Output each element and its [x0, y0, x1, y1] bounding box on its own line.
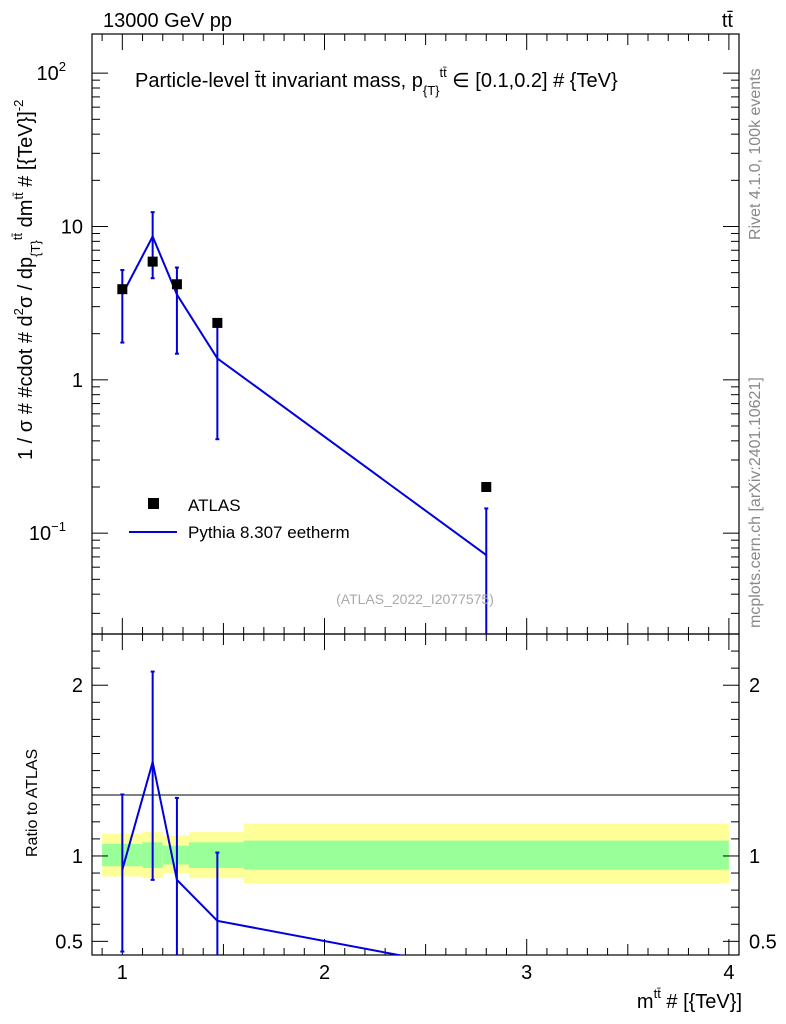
- x-axis-label: mtt̄ # [{TeV}]: [637, 986, 742, 1013]
- x-tick-label: 3: [521, 962, 532, 984]
- ratio-y-axis-label: Ratio to ATLAS: [24, 749, 41, 857]
- main-y-axis-label: 1 / σ # #cdot # d2σ / dp{T}tt̄ dmtt̄ # […: [10, 100, 43, 460]
- main-y-tick-label: 1: [72, 370, 83, 392]
- ratio-band-inner: [162, 845, 190, 865]
- axis-tick-labels: 10−1 1 10 102 1 2 3 4 0.5 0.5 1 1 2 2: [29, 59, 777, 984]
- plot-title: Particle-level t̄t invariant mass, p{T}t…: [135, 65, 618, 98]
- ratio-uncertainty-bands: [102, 823, 729, 884]
- ratio-y-tick-label: 2: [72, 675, 83, 697]
- ratio-y-tick-label: 0.5: [55, 931, 83, 953]
- ratio-y-tick-label-right: 2: [749, 675, 760, 697]
- rivet-label: Rivet 4.1.0, 100k events: [747, 68, 764, 240]
- source-label: mcplots.cern.ch [arXiv:2401.10621]: [747, 377, 764, 628]
- main-y-tick-label: 10: [61, 216, 83, 238]
- analysis-watermark: (ATLAS_2022_I2077575): [336, 591, 494, 607]
- main-y-tick-label: 102: [37, 59, 66, 85]
- atlas-data-point: [117, 284, 128, 295]
- atlas-data-point: [171, 279, 182, 290]
- x-tick-label: 1: [117, 962, 128, 984]
- energy-label: 13000 GeV pp: [103, 10, 232, 32]
- ratio-marks: [120, 670, 404, 955]
- ratio-band-inner: [243, 840, 729, 870]
- ratio-y-tick-label-right: 1: [749, 846, 760, 868]
- legend-pythia-label: Pythia 8.307 eetherm: [188, 523, 350, 542]
- process-label: tt̄: [722, 10, 734, 32]
- atlas-data-point: [481, 482, 492, 493]
- ratio-y-tick-label-right: 0.5: [749, 931, 777, 953]
- x-tick-label: 2: [319, 962, 330, 984]
- axis-ticks: [92, 34, 739, 955]
- main-panel-frame: [91, 33, 740, 635]
- main-marks: [117, 211, 492, 634]
- ratio-y-tick-label: 1: [72, 846, 83, 868]
- ratio-band-inner: [189, 842, 244, 868]
- atlas-data-point: [147, 256, 158, 267]
- main-y-tick-label: 10−1: [29, 519, 66, 545]
- legend-atlas-label: ATLAS: [188, 496, 241, 515]
- atlas-data-point: [212, 317, 223, 328]
- legend-atlas-marker: [148, 498, 159, 509]
- x-tick-label: 4: [723, 962, 734, 984]
